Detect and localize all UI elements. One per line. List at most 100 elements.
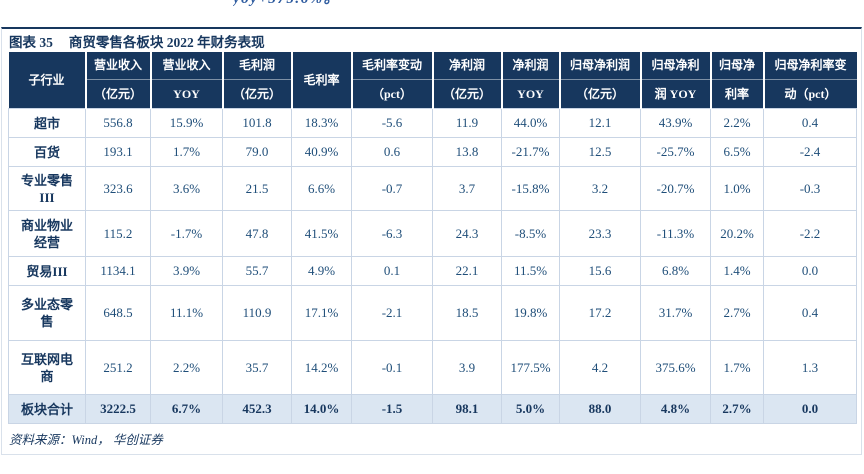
cell: 1.7% bbox=[710, 340, 764, 395]
column-header-label: 子行业 bbox=[28, 73, 65, 87]
table-row-4: 贸易III 1134.1 3.9% 55.7 4.9% 0.1 22.1 11.5% 15.6 6… bbox=[8, 256, 857, 286]
cell: 5.0% bbox=[501, 394, 560, 424]
column-header-2: 营业收入 YOY bbox=[149, 52, 223, 109]
table-row-3: 商业物业经营 115.2 -1.7% 47.8 41.5% -6.3 24.3 -8.5% 23… bbox=[8, 210, 857, 257]
cell: 12.1 bbox=[559, 108, 641, 138]
cell: -25.7% bbox=[640, 137, 711, 167]
cell: 1.7% bbox=[150, 137, 223, 167]
cell: 43.9% bbox=[640, 108, 711, 138]
cell: 2.7% bbox=[710, 285, 764, 341]
cell: 3.9% bbox=[150, 256, 223, 286]
column-header-label-line2: 利率 bbox=[724, 87, 749, 101]
cell: 31.7% bbox=[640, 285, 711, 341]
cell: 11.9 bbox=[432, 108, 502, 138]
cell: 1.3 bbox=[763, 340, 857, 395]
cell: 3.9 bbox=[432, 340, 502, 395]
cell: 193.1 bbox=[85, 137, 151, 167]
column-header-10: 归母净 利率 bbox=[709, 52, 764, 109]
column-header-8: 归母净利润 （亿元） bbox=[558, 52, 641, 109]
cell: 18.3% bbox=[291, 108, 352, 138]
cell: 13.8 bbox=[432, 137, 502, 167]
row-label: 互联网电商 bbox=[8, 340, 86, 395]
clipped-paragraph-fragment: yoy+375.6%。 bbox=[233, 0, 423, 8]
column-header-4: 毛利率 bbox=[290, 52, 352, 109]
column-header-label-line1: 归母净利率变 bbox=[765, 52, 857, 80]
column-header-label-line1: 净利润 bbox=[434, 52, 501, 80]
row-label: 超市 bbox=[8, 108, 86, 138]
column-header-0: 子行业 bbox=[8, 52, 86, 109]
cell: -0.7 bbox=[351, 166, 433, 211]
figure-block: 图表 35 商贸零售各板块 2022 年财务表现 子行业 营业收入 （亿元） 营业收入… bbox=[1, 27, 862, 455]
cell: 0.0 bbox=[763, 394, 857, 424]
cell: 18.5 bbox=[432, 285, 502, 341]
cell: 3.7 bbox=[432, 166, 502, 211]
cell: 22.1 bbox=[432, 256, 502, 286]
cell: 177.5% bbox=[501, 340, 560, 395]
column-header-label-line2: YOY bbox=[517, 87, 544, 101]
cell: 21.5 bbox=[222, 166, 292, 211]
column-header-label-line2: 润 YOY bbox=[654, 87, 697, 101]
cell: 0.1 bbox=[351, 256, 433, 286]
cell: 44.0% bbox=[501, 108, 560, 138]
table-header: 子行业 营业收入 （亿元） 营业收入 YOY 毛利润 （亿元） 毛利率 毛利率变动 （pct） 净利… bbox=[8, 52, 857, 109]
row-label: 商业物业经营 bbox=[8, 210, 86, 257]
cell: 0.0 bbox=[763, 256, 857, 286]
cell: 17.2 bbox=[559, 285, 641, 341]
row-label: 贸易III bbox=[8, 256, 86, 286]
cell: 12.5 bbox=[559, 137, 641, 167]
cell: 101.8 bbox=[222, 108, 292, 138]
table-row-1: 百货 193.1 1.7% 79.0 40.9% 0.6 13.8 -21.7% 12.5 -25… bbox=[8, 137, 857, 167]
column-header-label-line1: 归母净利润 bbox=[561, 52, 640, 80]
cell: 4.8% bbox=[640, 394, 711, 424]
cell: 11.1% bbox=[150, 285, 223, 341]
cell: 6.8% bbox=[640, 256, 711, 286]
cell: 35.7 bbox=[222, 340, 292, 395]
column-header-label-line2: （亿元） bbox=[93, 87, 142, 101]
cell: -1.5 bbox=[351, 394, 433, 424]
cell: 323.6 bbox=[85, 166, 151, 211]
cell: 79.0 bbox=[222, 137, 292, 167]
table-body: 超市 556.8 15.9% 101.8 18.3% -5.6 11.9 44.0% 12.1 4… bbox=[8, 108, 857, 424]
cell: 40.9% bbox=[291, 137, 352, 167]
cell: 3.6% bbox=[150, 166, 223, 211]
cell: -1.7% bbox=[150, 210, 223, 257]
source-note: 资料来源：Wind， 华创证券 bbox=[9, 433, 163, 447]
cell: 6.6% bbox=[291, 166, 352, 211]
cell: -0.3 bbox=[763, 166, 857, 211]
cell: 375.6% bbox=[640, 340, 711, 395]
cell: 41.5% bbox=[291, 210, 352, 257]
column-header-label-line1: 营业收入 bbox=[152, 52, 222, 80]
cell: -2.2 bbox=[763, 210, 857, 257]
column-header-1: 营业收入 （亿元） bbox=[84, 52, 151, 109]
cell: 0.4 bbox=[763, 285, 857, 341]
column-header-label-line2: （亿元） bbox=[232, 87, 281, 101]
figure-title: 图表 35 商贸零售各板块 2022 年财务表现 bbox=[2, 29, 861, 52]
cell: 115.2 bbox=[85, 210, 151, 257]
row-label: 专业零售III bbox=[8, 166, 86, 211]
cell: 14.0% bbox=[291, 394, 352, 424]
table-row-2: 专业零售III 323.6 3.6% 21.5 6.6% -0.7 3.7 -15.8% 3.2… bbox=[8, 166, 857, 211]
row-label: 百货 bbox=[8, 137, 86, 167]
cell: 6.5% bbox=[710, 137, 764, 167]
table-row-0: 超市 556.8 15.9% 101.8 18.3% -5.6 11.9 44.0% 12.1 4… bbox=[8, 108, 857, 138]
cell: 2.2% bbox=[710, 108, 764, 138]
cell: 23.3 bbox=[559, 210, 641, 257]
column-header-label-line1: 毛利润 bbox=[224, 52, 291, 80]
header-row: 子行业 营业收入 （亿元） 营业收入 YOY 毛利润 （亿元） 毛利率 毛利率变动 （pct） 净利… bbox=[8, 52, 857, 109]
column-header-11: 归母净利率变 动（pct） bbox=[762, 52, 857, 109]
row-label: 板块合计 bbox=[8, 394, 86, 424]
cell: 4.2 bbox=[559, 340, 641, 395]
cell: 55.7 bbox=[222, 256, 292, 286]
column-header-label-line2: YOY bbox=[173, 87, 200, 101]
cell: 47.8 bbox=[222, 210, 292, 257]
cell: 2.7% bbox=[710, 394, 764, 424]
cell: 3222.5 bbox=[85, 394, 151, 424]
cell: 452.3 bbox=[222, 394, 292, 424]
row-label: 多业态零售 bbox=[8, 285, 86, 341]
cell: 1.0% bbox=[710, 166, 764, 211]
cell: 88.0 bbox=[559, 394, 641, 424]
column-header-label-line2: （亿元） bbox=[575, 87, 624, 101]
cell: -8.5% bbox=[501, 210, 560, 257]
column-header-5: 毛利率变动 （pct） bbox=[350, 52, 433, 109]
cell: 4.9% bbox=[291, 256, 352, 286]
